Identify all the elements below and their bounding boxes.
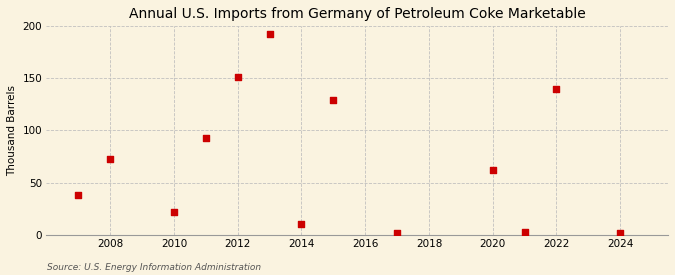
Point [169,210,180,214]
Point [232,75,243,79]
Text: Source: U.S. Energy Information Administration: Source: U.S. Energy Information Administ… [47,263,261,272]
Point [551,87,562,91]
Point [519,229,530,234]
Point [264,31,275,36]
Point [200,136,211,140]
Point [105,156,115,161]
Point [328,98,339,103]
Point [296,222,307,226]
Y-axis label: Thousand Barrels: Thousand Barrels [7,85,17,176]
Point [392,230,402,235]
Point [73,193,84,197]
Title: Annual U.S. Imports from Germany of Petroleum Coke Marketable: Annual U.S. Imports from Germany of Petr… [129,7,586,21]
Point [615,230,626,235]
Point [487,168,498,172]
